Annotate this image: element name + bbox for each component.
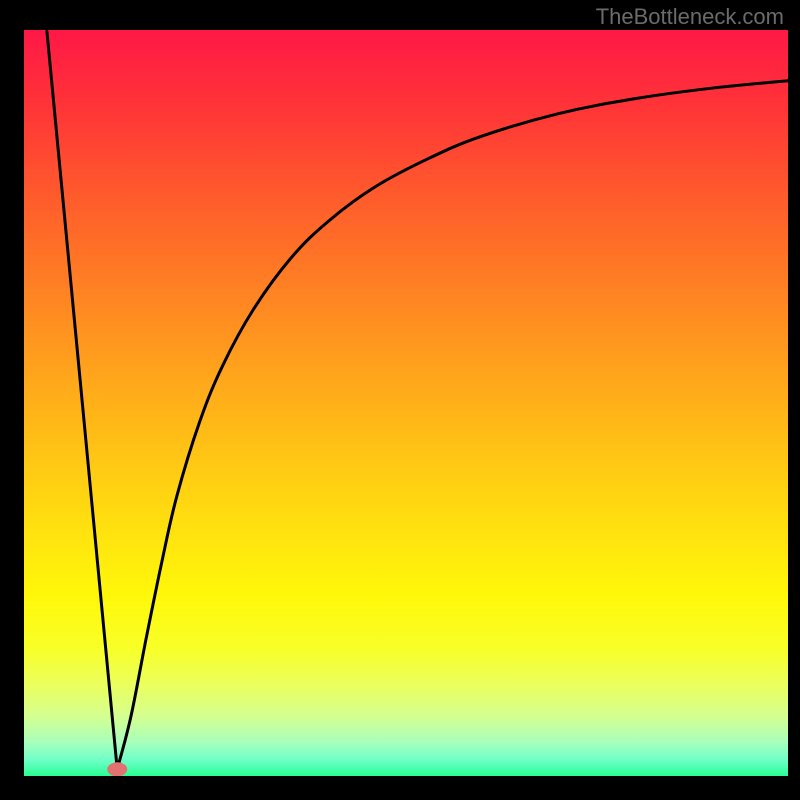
minimum-marker (107, 762, 127, 776)
plot-area (24, 30, 788, 776)
watermark-text: TheBottleneck.com (596, 4, 784, 30)
gradient-background (24, 30, 788, 776)
chart-svg (24, 30, 788, 776)
figure-root: TheBottleneck.com (0, 0, 800, 800)
